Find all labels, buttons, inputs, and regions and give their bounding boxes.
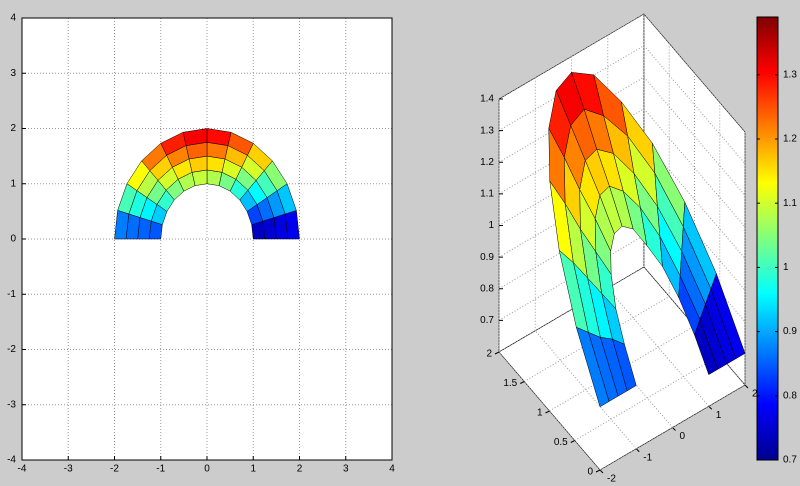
x-tick [744,384,749,389]
y-tick [570,440,575,443]
y-tick-label: -4 [7,455,16,466]
colorbar-tick-label: 1.1 [783,198,797,209]
surface-patch [575,326,610,408]
colorbar-tick-label: 0.8 [783,390,797,401]
surface-patch [694,318,719,375]
surface-patch [206,169,223,186]
y-tick-label: 2 [10,123,16,134]
x-tick [599,469,604,474]
grid-line [643,140,746,259]
y-tick-label: 3 [10,68,16,79]
axes-frame [21,17,393,461]
grid-line [534,330,637,450]
colorbar-tick-label: 1.2 [783,134,797,145]
grid-line [599,384,746,471]
z-tick-label: 1.4 [480,94,494,105]
grid-line [607,287,710,407]
x-tick-label: -2 [607,474,616,485]
colorbar-tick-label: 0.9 [783,326,797,337]
y-tick-label: 1.5 [503,378,517,389]
y-tick-label: 0.5 [554,437,568,448]
x-tick-label: -1 [156,464,165,475]
y-tick-label: 4 [10,13,16,24]
grid-line [643,13,746,133]
y-tick-label: -3 [7,399,16,410]
x-tick [635,448,640,453]
y-tick [595,469,601,473]
x-tick-label: 2 [297,464,303,475]
x-tick-label: -1 [643,452,652,463]
x-tick [708,405,713,410]
y-tick-label: 1 [10,178,16,189]
grid-line [643,266,746,386]
grid-line [643,76,746,196]
grid-line [643,108,746,228]
axes-background [22,18,392,460]
x-tick-label: 1 [250,464,256,475]
y-tick-label: 2 [486,349,492,360]
x-tick-label: 1 [716,410,722,421]
y-tick [545,410,550,414]
y-tick-label: -2 [7,344,16,355]
x-tick [672,427,676,431]
colorbar-tick-label: 0.7 [783,455,797,466]
surface-patch [114,210,130,240]
z-tick-label: 1.1 [480,189,494,200]
y-tick-label: 0 [10,234,16,245]
z-tick-label: 1 [488,220,494,231]
z-tick-label: 0.9 [480,252,494,263]
y-tick [494,351,500,355]
z-tick-label: 1.2 [480,157,494,168]
z-tick-label: 0.8 [480,283,494,294]
x-tick-label: 2 [752,389,758,400]
grid-line [643,203,746,323]
x-tick-label: 0 [204,464,210,475]
grid-line [643,45,746,164]
colorbar-tick-label: 1.3 [783,69,797,80]
y-tick-label: 0 [587,467,593,478]
colorbar [756,16,779,461]
colorbar-tick-label: 1 [783,262,789,273]
y-tick-label: -1 [7,289,16,300]
x-tick-label: -3 [64,464,73,475]
grid-line [498,266,645,353]
z-tick-label: 1.3 [480,125,494,136]
x-tick-label: 0 [680,431,686,442]
grid-line [574,355,721,441]
x-tick-label: -2 [110,464,119,475]
grid-line [643,171,746,291]
y-tick-label: 1 [537,408,543,419]
grid-line [498,13,645,100]
x-tick-label: 3 [343,464,349,475]
x-tick-label: -4 [18,464,27,475]
y-tick [520,381,525,384]
z-tick-label: 0.7 [480,315,494,326]
x-tick-label: 4 [389,464,395,475]
grid-line [498,351,601,471]
